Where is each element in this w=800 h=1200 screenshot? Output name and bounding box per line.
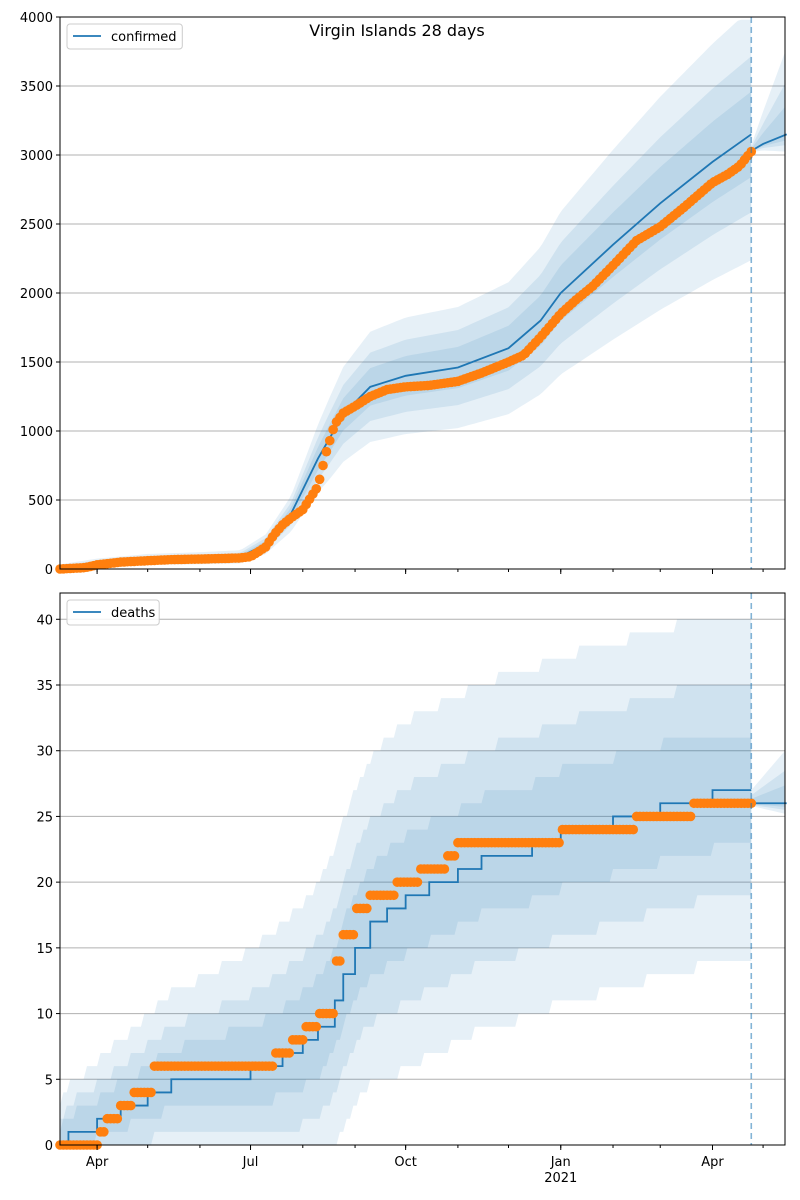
y-tick-label: 25 (36, 810, 53, 825)
axes-frame (59, 592, 786, 1146)
forecast-ahead-band (751, 52, 785, 152)
observed-point (554, 837, 564, 848)
forecast-ahead-band (751, 770, 785, 810)
legend-box (66, 599, 160, 626)
y-tick-label: 40 (36, 613, 53, 628)
x-tick-label: Apr (701, 1155, 724, 1170)
y-tick-label: 30 (36, 745, 53, 760)
observed-point (389, 890, 399, 901)
observed-point (284, 1048, 295, 1058)
uncertainty-band (60, 19, 752, 569)
observed-point (412, 877, 423, 887)
observed-point (449, 851, 460, 861)
deaths-panel: 0 5 10 15 20 25 30 35 40 deaths (36, 592, 787, 1154)
y-tick-label: 35 (36, 679, 53, 694)
observed-point (628, 824, 639, 835)
uncertainty-band (60, 737, 752, 1145)
y-tick-label: 10 (36, 1008, 53, 1023)
y-tick-label: 3000 (20, 149, 53, 164)
observed-point (439, 864, 450, 874)
legend: deaths (66, 599, 160, 626)
y-tick-label: 2000 (20, 287, 53, 302)
observed-point (321, 446, 332, 457)
y-tick-label: 5 (45, 1073, 53, 1088)
observed-point (348, 929, 359, 940)
axes-frame (59, 16, 786, 570)
y-tick-label: 15 (36, 942, 53, 957)
confirmed-panel: 0 500 1000 1500 2000 2500 3000 3500 4000 confirme… (20, 11, 788, 578)
observed-point (146, 1087, 156, 1098)
y-tick-label: 0 (45, 1139, 53, 1154)
uncertainty-band (60, 685, 752, 1145)
observed-point (112, 1113, 123, 1124)
observed-point (297, 1035, 308, 1045)
x-tick-label: Jul (242, 1155, 259, 1170)
y-tick-label: 0 (45, 563, 53, 578)
observed-point (318, 460, 328, 471)
observed-point (324, 435, 335, 446)
observed-point (362, 903, 372, 914)
y-tick-label: 20 (36, 876, 53, 891)
observed-point (311, 484, 322, 494)
forecast-ahead-band (751, 106, 785, 152)
observed-point (126, 1100, 136, 1111)
observed-point (335, 956, 345, 966)
forecast-ahead-band (751, 83, 785, 152)
y-tick-label: 4000 (20, 11, 53, 26)
observed-point (267, 1061, 278, 1071)
observed-point (328, 424, 338, 435)
forecast-ahead-band (751, 785, 785, 807)
observed-point (685, 811, 696, 822)
legend-label: confirmed (111, 30, 177, 45)
legend-label: deaths (111, 606, 156, 621)
legend: confirmed (66, 23, 183, 50)
observed-point (314, 474, 325, 485)
x-tick-label: Apr (86, 1155, 109, 1170)
observed-point (311, 1021, 322, 1032)
y-tick-label: 2500 (20, 218, 53, 233)
x-tick-label: Oct (394, 1155, 416, 1170)
observed-point (99, 1127, 109, 1137)
y-tick-label: 1000 (20, 425, 53, 440)
forecast-ahead-line (750, 133, 788, 152)
y-tick-label: 1500 (20, 356, 53, 371)
y-tick-label: 3500 (20, 80, 53, 95)
x-tick-label: Jan (550, 1155, 571, 1170)
x-tick-sublabel: 2021 (544, 1171, 577, 1186)
observed-point (328, 1008, 338, 1019)
forecast-ahead-band (751, 750, 785, 814)
legend-box (66, 23, 183, 50)
chart-title: Virgin Islands 28 days (309, 21, 484, 40)
y-tick-label: 500 (28, 494, 53, 509)
